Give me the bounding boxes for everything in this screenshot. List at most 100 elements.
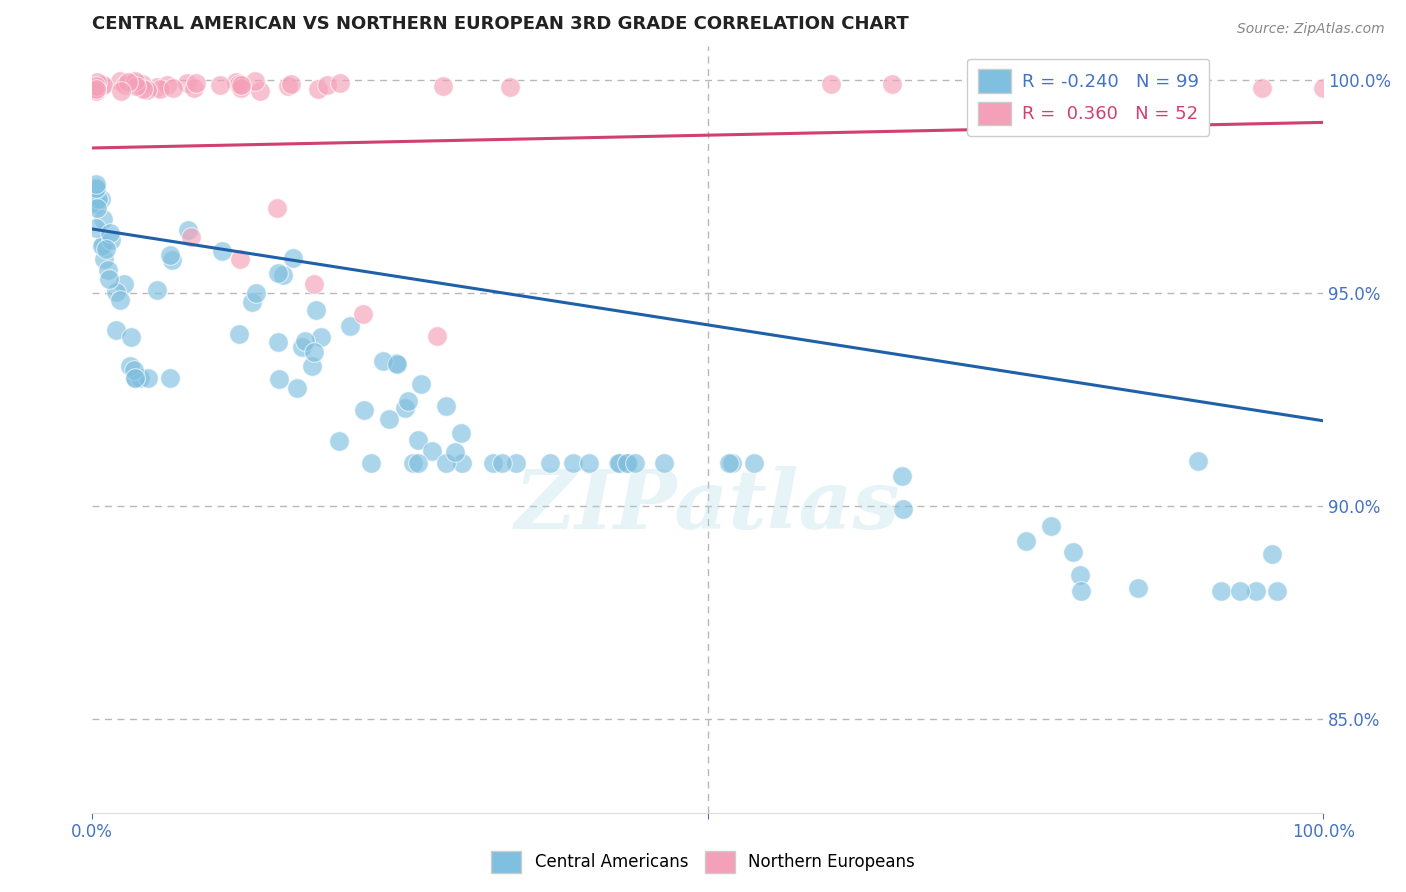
Point [616,456,638,470]
Point [718,456,741,470]
Point [86,75,108,89]
Point [267,335,290,350]
Point [1015,533,1038,548]
Point [84,84,107,98]
Point [451,456,474,470]
Point [1187,453,1209,467]
Point [616,456,638,470]
Point [117,74,139,88]
Point [434,400,457,414]
Point [420,444,443,458]
Point [240,294,263,309]
Point [124,371,146,385]
Legend: Central Americans, Northern Europeans: Central Americans, Northern Europeans [485,845,921,880]
Point [146,80,169,95]
Point [1062,545,1084,559]
Point [105,323,128,337]
Point [891,501,914,516]
Point [499,79,522,94]
Point [129,371,152,385]
Point [124,363,146,377]
Point [120,330,142,344]
Point [890,469,912,483]
Point [87,192,110,206]
Point [721,456,744,470]
Point [402,456,425,470]
Point [1312,81,1334,95]
Text: Source: ZipAtlas.com: Source: ZipAtlas.com [1237,22,1385,37]
Point [97,263,120,277]
Point [285,381,308,395]
Point [110,85,132,99]
Point [304,302,326,317]
Point [94,242,117,256]
Point [1066,77,1088,91]
Point [444,445,467,459]
Point [307,82,329,96]
Point [149,81,172,95]
Point [1209,584,1232,599]
Point [1244,584,1267,599]
Point [426,328,449,343]
Point [90,192,112,206]
Point [384,355,406,369]
Point [84,81,107,95]
Point [136,83,159,97]
Point [177,222,200,236]
Point [131,77,153,91]
Point [329,76,352,90]
Point [505,456,527,470]
Point [86,195,108,210]
Point [84,181,107,195]
Point [159,371,181,385]
Point [100,234,122,248]
Point [283,251,305,265]
Point [108,293,131,307]
Point [316,78,339,92]
Point [578,456,600,470]
Point [1250,81,1272,95]
Point [136,371,159,385]
Point [211,244,233,258]
Point [93,252,115,267]
Point [561,456,583,470]
Point [360,456,382,470]
Point [1265,584,1288,599]
Point [1229,584,1251,599]
Point [118,359,141,373]
Point [302,277,325,292]
Point [84,181,107,195]
Point [304,345,326,359]
Point [294,334,316,349]
Point [1004,77,1026,91]
Point [266,201,288,215]
Point [353,403,375,417]
Point [124,76,146,90]
Point [91,236,114,251]
Point [184,76,207,90]
Point [271,268,294,282]
Point [124,73,146,87]
Point [309,330,332,344]
Point [607,456,630,470]
Point [434,456,457,470]
Point [394,401,416,415]
Point [124,371,146,385]
Point [125,79,148,94]
Point [98,272,121,286]
Point [91,239,114,253]
Point [108,74,131,88]
Text: CENTRAL AMERICAN VS NORTHERN EUROPEAN 3RD GRADE CORRELATION CHART: CENTRAL AMERICAN VS NORTHERN EUROPEAN 3R… [93,15,908,33]
Point [406,456,429,470]
Point [1069,567,1091,582]
Point [1261,547,1284,561]
Point [91,211,114,226]
Point [882,77,904,91]
Point [159,248,181,262]
Point [183,81,205,95]
Point [328,434,350,448]
Point [114,78,136,92]
Point [1126,581,1149,595]
Point [378,412,401,426]
Point [245,285,267,300]
